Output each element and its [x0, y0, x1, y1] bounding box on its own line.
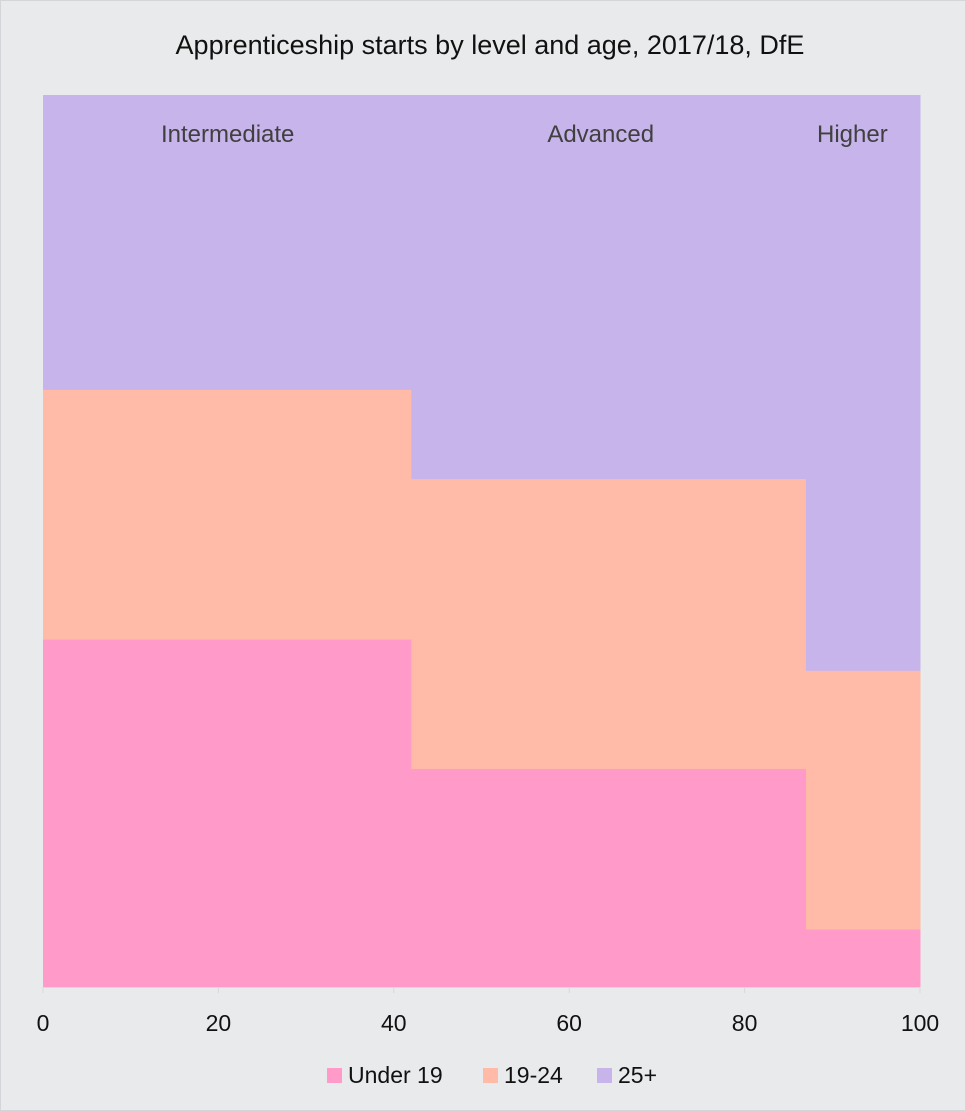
segment-intermediate-19-24 — [43, 389, 412, 640]
category-label-advanced: Advanced — [547, 121, 654, 148]
segment-advanced-under-19 — [411, 768, 807, 988]
legend-label-19-24: 19-24 — [504, 1062, 563, 1088]
segment-advanced-19-24 — [411, 478, 807, 769]
x-tick-label: 100 — [901, 1010, 939, 1036]
segment-higher-under-19 — [805, 929, 921, 988]
segment-intermediate-25+ — [43, 95, 412, 390]
x-tick-label: 20 — [206, 1010, 232, 1036]
x-tick-label: 0 — [37, 1010, 50, 1036]
segment-higher-19-24 — [805, 670, 921, 930]
category-label-higher: Higher — [817, 121, 888, 148]
x-axis: 0 20 40 60 80 100 — [37, 987, 939, 1036]
category-labels: Intermediate Advanced Higher — [161, 121, 888, 148]
legend-swatch-under-19 — [327, 1068, 342, 1083]
legend-label-25+: 25+ — [618, 1062, 657, 1088]
legend-swatch-19-24 — [483, 1068, 498, 1083]
chart-title: Apprenticeship starts by level and age, … — [176, 30, 805, 60]
segment-advanced-25+ — [411, 95, 807, 480]
x-tick-label: 60 — [556, 1010, 582, 1036]
category-label-intermediate: Intermediate — [161, 121, 294, 148]
plot-area — [43, 95, 921, 988]
x-tick-label: 40 — [381, 1010, 407, 1036]
legend-label-under-19: Under 19 — [348, 1062, 443, 1088]
segment-intermediate-under-19 — [43, 639, 412, 988]
legend: Under 19 19-24 25+ — [327, 1062, 657, 1088]
segment-higher-25+ — [805, 95, 921, 671]
legend-swatch-25+ — [597, 1068, 612, 1083]
x-tick-label: 80 — [732, 1010, 758, 1036]
